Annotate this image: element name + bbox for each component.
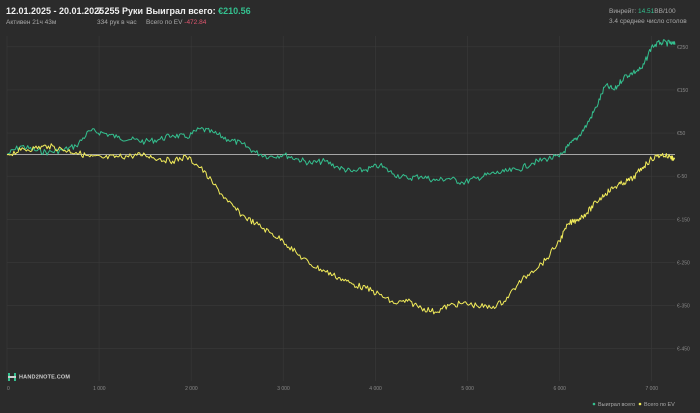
stats-header: 12.01.2025 - 20.01.2025 Активен 21ч 43м … xyxy=(0,0,700,36)
series-line-0[interactable] xyxy=(6,39,676,185)
series-layer xyxy=(6,39,676,315)
x-tick-label: 7 000 xyxy=(646,386,659,392)
y-tick-label: €50 xyxy=(677,131,686,137)
winrate-label: Винрейт: xyxy=(609,8,637,15)
y-tick-label: €250 xyxy=(677,45,688,51)
legend: Выиграл всего Всего по EV xyxy=(592,402,675,408)
legend-label: Всего по EV xyxy=(644,402,675,408)
won-total-value: €210.56 xyxy=(218,6,251,16)
brand-logo: HAND2NOTE.COM xyxy=(8,373,70,381)
ev-total: Всего по EV -472.84 xyxy=(146,19,206,26)
hand2note-logo-icon xyxy=(8,373,16,381)
won-total-label: Выиграл всего: xyxy=(146,6,216,16)
x-tick-label: 4 000 xyxy=(369,386,382,392)
ev-total-label: Всего по EV xyxy=(146,19,183,26)
x-tick-label: 3 000 xyxy=(277,386,290,392)
brand-logo-text: HAND2NOTE.COM xyxy=(19,374,71,381)
x-tick-label: 0 xyxy=(7,386,10,392)
ev-total-value: -472.84 xyxy=(184,19,207,26)
legend-label: Выиграл всего xyxy=(598,402,635,408)
y-tick-label: €-450 xyxy=(677,347,690,353)
won-total: Выиграл всего: €210.56 xyxy=(146,6,251,16)
y-tick-label: €-250 xyxy=(677,260,690,266)
legend-marker xyxy=(638,402,642,406)
y-axis-ticks: €250 €150 €50 €-50 €-150 €-250 €-350 €-450 xyxy=(677,45,690,353)
winrate-unit: BB/100 xyxy=(654,8,676,15)
x-axis-ticks: 0 1 000 2 000 3 000 4 000 5 000 6 000 7 000 xyxy=(7,386,658,392)
series-line-1[interactable] xyxy=(6,143,675,315)
hands-per-hour: 334 рук в час xyxy=(97,19,137,26)
active-time: Активен 21ч 43м xyxy=(6,19,57,26)
legend-marker xyxy=(592,402,596,406)
y-tick-label: €-150 xyxy=(677,217,690,223)
x-tick-label: 6 000 xyxy=(553,386,566,392)
winrate-value: 14.51 xyxy=(638,8,655,15)
grid xyxy=(6,36,675,381)
x-tick-label: 5 000 xyxy=(461,386,474,392)
date-range[interactable]: 12.01.2025 - 20.01.2025 xyxy=(6,6,105,16)
y-tick-label: €150 xyxy=(677,88,688,94)
winrate: Винрейт: 14.51BB/100 xyxy=(609,8,676,15)
y-tick-label: €-50 xyxy=(677,174,687,180)
results-graph[interactable]: €250 €150 €50 €-50 €-150 €-250 €-350 €-450 0 1 0… xyxy=(0,36,700,413)
avg-tables: 3.4 среднее число столов xyxy=(609,18,687,25)
hands-count: 7 255 Руки xyxy=(97,6,144,16)
x-tick-label: 1 000 xyxy=(93,386,106,392)
y-tick-label: €-350 xyxy=(677,304,690,310)
x-tick-label: 2 000 xyxy=(185,386,198,392)
